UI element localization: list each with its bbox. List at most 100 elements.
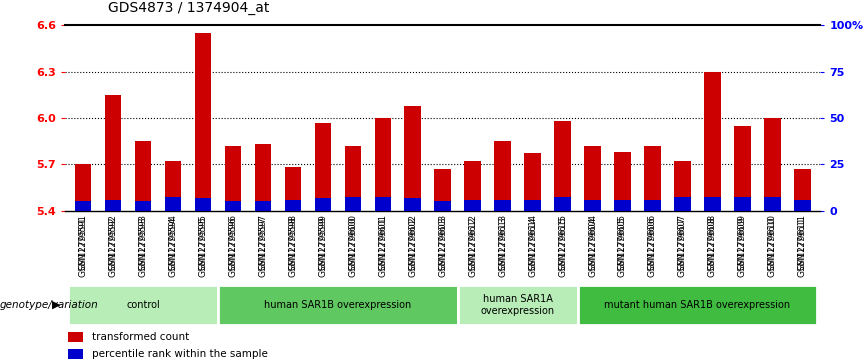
Bar — [584, 146, 601, 211]
Text: GSM1279608: GSM1279608 — [708, 214, 717, 270]
Bar — [524, 154, 541, 211]
Text: ▶: ▶ — [52, 300, 61, 310]
Bar — [225, 146, 241, 211]
Text: GSM1279602: GSM1279602 — [408, 216, 418, 277]
Text: GSM1279598: GSM1279598 — [288, 214, 298, 270]
Bar — [165, 161, 181, 211]
Bar — [404, 198, 421, 211]
Bar — [495, 141, 511, 211]
Text: GSM1279595: GSM1279595 — [199, 216, 207, 277]
Bar — [194, 33, 211, 211]
Text: GSM1279596: GSM1279596 — [228, 214, 238, 270]
Text: GSM1279591: GSM1279591 — [79, 216, 88, 277]
Text: GSM1279612: GSM1279612 — [468, 214, 477, 270]
Bar — [674, 197, 691, 211]
Text: GSM1279600: GSM1279600 — [348, 214, 358, 270]
Text: GSM1279601: GSM1279601 — [378, 216, 387, 277]
Bar — [644, 146, 661, 211]
Bar — [524, 200, 541, 211]
Bar — [764, 118, 780, 211]
Text: GSM1279591: GSM1279591 — [79, 214, 88, 270]
Bar — [225, 201, 241, 211]
Text: GSM1279605: GSM1279605 — [618, 214, 627, 270]
Bar — [165, 197, 181, 211]
Bar — [615, 152, 631, 211]
Text: GSM1279605: GSM1279605 — [618, 216, 627, 277]
Bar — [374, 118, 391, 211]
Text: GSM1279610: GSM1279610 — [768, 216, 777, 277]
Text: human SAR1B overexpression: human SAR1B overexpression — [264, 300, 411, 310]
Bar — [345, 197, 361, 211]
Text: human SAR1A
overexpression: human SAR1A overexpression — [481, 294, 555, 316]
Text: GSM1279609: GSM1279609 — [738, 214, 746, 270]
Text: GSM1279604: GSM1279604 — [588, 214, 597, 270]
Text: GSM1279611: GSM1279611 — [798, 216, 806, 277]
Bar — [285, 167, 301, 211]
Text: GSM1279602: GSM1279602 — [408, 214, 418, 270]
Text: GSM1279593: GSM1279593 — [139, 216, 148, 277]
Text: GSM1279614: GSM1279614 — [528, 214, 537, 270]
Text: GSM1279604: GSM1279604 — [588, 216, 597, 277]
Text: GSM1279599: GSM1279599 — [319, 216, 327, 277]
Bar — [314, 198, 331, 211]
Text: GSM1279613: GSM1279613 — [498, 216, 507, 277]
Text: GSM1279596: GSM1279596 — [228, 216, 238, 277]
Bar — [345, 146, 361, 211]
Bar — [285, 200, 301, 211]
Text: GSM1279603: GSM1279603 — [438, 214, 447, 270]
Bar — [374, 197, 391, 211]
Bar — [584, 200, 601, 211]
Bar — [734, 126, 751, 211]
Bar — [794, 200, 811, 211]
Bar — [457, 285, 577, 325]
Bar — [75, 201, 91, 211]
Bar — [68, 332, 83, 342]
Text: mutant human SAR1B overexpression: mutant human SAR1B overexpression — [604, 300, 791, 310]
Text: GSM1279597: GSM1279597 — [259, 216, 267, 277]
Bar — [615, 200, 631, 211]
Bar — [577, 285, 818, 325]
Text: GSM1279598: GSM1279598 — [288, 216, 298, 277]
Bar — [68, 285, 218, 325]
Text: GSM1279606: GSM1279606 — [648, 216, 657, 277]
Text: GSM1279601: GSM1279601 — [378, 214, 387, 270]
Text: GSM1279599: GSM1279599 — [319, 214, 327, 270]
Bar — [644, 200, 661, 211]
Bar — [734, 197, 751, 211]
Text: GSM1279614: GSM1279614 — [528, 216, 537, 277]
Text: transformed count: transformed count — [92, 332, 189, 342]
Bar — [704, 197, 720, 211]
Bar — [194, 198, 211, 211]
Text: GSM1279610: GSM1279610 — [768, 214, 777, 270]
Text: GSM1279611: GSM1279611 — [798, 214, 806, 270]
Bar — [435, 201, 450, 211]
Text: GSM1279612: GSM1279612 — [468, 216, 477, 277]
Text: genotype/variation: genotype/variation — [0, 300, 99, 310]
Text: GDS4873 / 1374904_at: GDS4873 / 1374904_at — [108, 0, 270, 15]
Bar — [555, 197, 571, 211]
Bar — [764, 197, 780, 211]
Text: GSM1279593: GSM1279593 — [139, 214, 148, 270]
Bar — [254, 144, 271, 211]
Bar — [704, 72, 720, 211]
Bar — [495, 200, 511, 211]
Bar — [135, 141, 151, 211]
Bar — [404, 106, 421, 211]
Text: GSM1279615: GSM1279615 — [558, 216, 567, 277]
Text: GSM1279595: GSM1279595 — [199, 214, 207, 270]
Bar — [218, 285, 457, 325]
Bar — [464, 161, 481, 211]
Text: GSM1279607: GSM1279607 — [678, 216, 687, 277]
Bar — [674, 161, 691, 211]
Text: GSM1279603: GSM1279603 — [438, 216, 447, 277]
Text: control: control — [126, 300, 160, 310]
Bar — [254, 201, 271, 211]
Text: GSM1279594: GSM1279594 — [168, 214, 177, 270]
Bar — [794, 169, 811, 211]
Bar — [135, 201, 151, 211]
Text: GSM1279594: GSM1279594 — [168, 216, 177, 277]
Text: GSM1279615: GSM1279615 — [558, 214, 567, 270]
Text: GSM1279600: GSM1279600 — [348, 216, 358, 277]
Text: GSM1279606: GSM1279606 — [648, 214, 657, 270]
Text: GSM1279609: GSM1279609 — [738, 216, 746, 277]
